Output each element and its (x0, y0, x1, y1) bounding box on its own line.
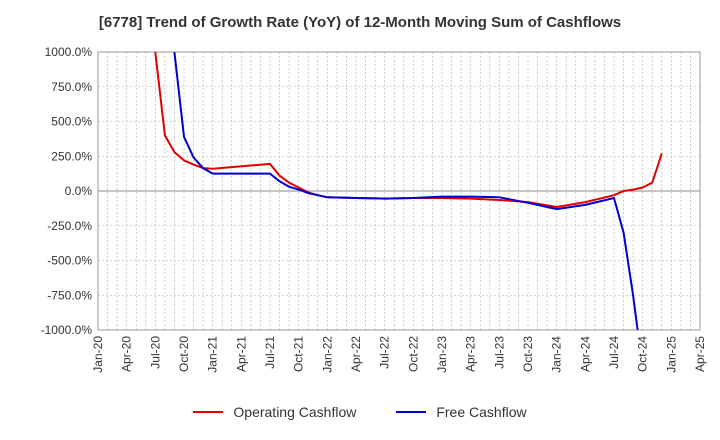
x-tick-label: Apr-21 (234, 336, 248, 372)
x-tick-label: Apr-22 (349, 336, 363, 372)
x-tick-label: Jan-21 (206, 336, 220, 373)
x-tick-label: Oct-21 (292, 336, 306, 372)
x-tick-label: Jul-23 (492, 336, 506, 369)
y-tick-label: -1000.0% (41, 323, 93, 337)
axis-layer (97, 51, 701, 331)
chart-legend: Operating Cashflow Free Cashflow (0, 404, 720, 420)
x-tick-label: Oct-20 (177, 336, 191, 372)
y-tick-label: 0.0% (65, 184, 93, 198)
x-tick-label: Jan-23 (435, 336, 449, 373)
y-tick-label: -500.0% (47, 254, 92, 268)
x-tick-label: Jul-22 (378, 336, 392, 369)
y-tick-label: 750.0% (51, 80, 92, 94)
series-line-operating-cashflow (154, 52, 663, 208)
legend-item-free-cashflow: Free Cashflow (396, 404, 527, 420)
legend-item-operating-cashflow: Operating Cashflow (193, 404, 356, 420)
legend-swatch-operating-cashflow (193, 411, 224, 413)
series-line-free-cashflow (173, 52, 639, 330)
y-tick-label: 500.0% (51, 115, 92, 129)
x-tick-label: Oct-23 (521, 336, 535, 372)
grid-layer (98, 52, 700, 330)
x-tick-label: Apr-20 (120, 336, 134, 372)
x-tick-label: Oct-24 (636, 336, 650, 372)
x-tick-label: Jul-20 (148, 336, 162, 369)
series-layer (154, 52, 663, 330)
x-tick-label: Apr-23 (464, 336, 478, 372)
x-tick-label: Jan-22 (320, 336, 334, 373)
label-layer: 1000.0% 750.0% 500.0% 250.0% 0.0% -250.0% -500… (41, 45, 707, 373)
y-tick-label: -750.0% (47, 288, 92, 302)
x-tick-label: Jan-25 (664, 336, 678, 373)
x-tick-label: Jul-24 (607, 336, 621, 369)
x-tick-label: Jan-24 (550, 336, 564, 373)
plot-area-border (97, 51, 701, 331)
x-tick-label: Apr-25 (693, 336, 707, 372)
legend-swatch-free-cashflow (396, 411, 427, 413)
legend-label-free-cashflow: Free Cashflow (436, 404, 527, 420)
x-tick-label: Apr-24 (578, 336, 592, 372)
x-tick-label: Jul-21 (263, 336, 277, 369)
chart-title: [6778] Trend of Growth Rate (YoY) of 12-… (98, 14, 622, 31)
y-tick-label: 250.0% (51, 149, 92, 163)
x-tick-label: Oct-22 (406, 336, 420, 372)
y-tick-label: 1000.0% (45, 45, 93, 59)
legend-label-operating-cashflow: Operating Cashflow (233, 404, 357, 420)
x-tick-label: Jan-20 (91, 336, 105, 373)
y-tick-label: -250.0% (47, 219, 92, 233)
